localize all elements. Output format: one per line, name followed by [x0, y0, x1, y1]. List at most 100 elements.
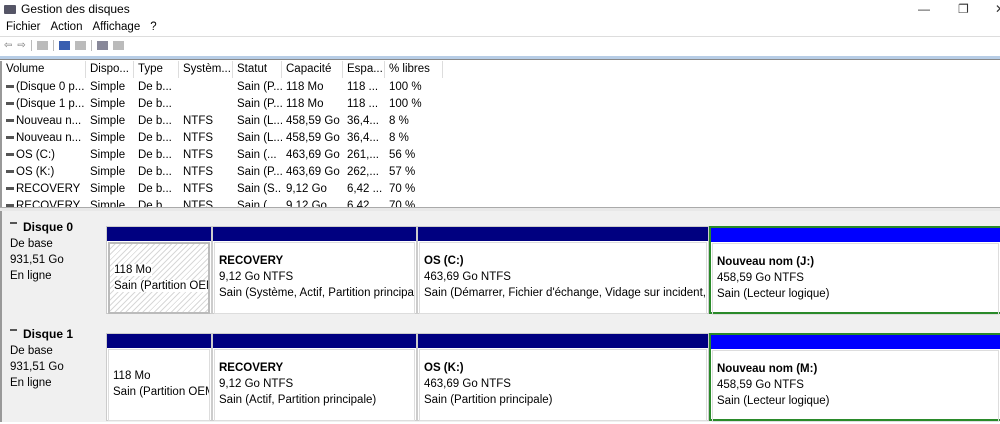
disk-management-icon — [4, 4, 16, 14]
connect-icon[interactable] — [96, 40, 108, 50]
partition-status: Sain (Partition OEM — [113, 386, 210, 398]
table-row[interactable]: RECOVERY Simple De b... NTFS Sain (... 9,12 G… — [2, 197, 1000, 207]
cell: Simple — [86, 115, 134, 127]
window-title: Gestion des disques — [21, 2, 130, 16]
cell: 70 % — [385, 183, 443, 195]
partition[interactable]: RECOVERY 9,12 Go NTFS Sain (Système, Actif… — [212, 226, 417, 314]
view-icon[interactable] — [112, 40, 124, 50]
partition-bar — [107, 334, 211, 348]
col-statut[interactable]: Statut — [233, 61, 282, 78]
disk-label[interactable]: Disque 0 De base 931,51 Go En ligne — [4, 219, 104, 284]
col-espace[interactable]: Espa... — [343, 61, 385, 78]
col-systeme[interactable]: Systèm... — [179, 61, 233, 78]
cell: 463,69 Go — [282, 166, 343, 178]
menu-action[interactable]: Action — [50, 21, 83, 33]
cell: Simple — [86, 166, 134, 178]
partition[interactable]: 118 Mo Sain (Partition OEM — [106, 226, 212, 314]
volume-name: (Disque 0 p... — [2, 81, 86, 93]
cell: 56 % — [385, 149, 443, 161]
cell-text: De b... — [138, 80, 172, 93]
console-icon[interactable] — [36, 40, 48, 50]
disk-state: En ligne — [10, 377, 52, 389]
cell: Sain (L... — [233, 132, 282, 144]
partition-bar — [213, 227, 416, 241]
cell-text: 463,69 Go — [286, 165, 340, 178]
cell-text: 6,42 ... — [347, 182, 383, 195]
properties-icon[interactable] — [74, 40, 86, 50]
partition[interactable]: RECOVERY 9,12 Go NTFS Sain (Actif, Partiti… — [212, 333, 417, 421]
help-icon[interactable] — [58, 40, 70, 50]
minimize-button[interactable]: — — [918, 2, 930, 16]
disk-label[interactable]: Disque 1 De base 931,51 Go En ligne — [4, 326, 104, 391]
table-row[interactable]: Nouveau n... Simple De b... NTFS Sain (L... 4… — [2, 112, 1000, 129]
cell: 118 Mo — [282, 98, 343, 110]
cell-text: 100 % — [389, 97, 422, 110]
cell: 118 ... — [343, 98, 385, 110]
partition[interactable]: Nouveau nom (M:) 458,59 Go NTFS Sain (Lect… — [709, 333, 1000, 422]
cell: De b... — [134, 115, 179, 127]
partition[interactable]: OS (K:) 463,69 Go NTFS Sain (Partition pri… — [417, 333, 709, 421]
close-button[interactable]: ✕ — [995, 2, 1000, 16]
disk-size: 931,51 Go — [10, 361, 64, 373]
disk-name: Disque 0 — [23, 220, 74, 234]
maximize-button[interactable]: ❐ — [958, 2, 969, 16]
cell-text: De b... — [138, 165, 172, 178]
cell-text: 118 Mo — [286, 80, 324, 93]
table-row[interactable]: Nouveau n... Simple De b... NTFS Sain (L... 4… — [2, 129, 1000, 146]
partition[interactable]: Nouveau nom (J:) 458,59 Go NTFS Sain (Lect… — [709, 226, 1000, 315]
menu-help[interactable]: ? — [150, 21, 157, 33]
col-volume[interactable]: Volume — [2, 61, 86, 78]
cell-text: 36,4... — [347, 114, 379, 127]
menu-bar: Fichier Action Affichage ? — [0, 18, 167, 36]
col-capacite[interactable]: Capacité — [282, 61, 343, 78]
table-row[interactable]: (Disque 1 p... Simple De b... Sain (P... 118… — [2, 95, 1000, 112]
partition[interactable]: OS (C:) 463,69 Go NTFS Sain (Démarrer, Fic… — [417, 226, 709, 314]
cell-text: Simple — [90, 97, 126, 110]
cell-text: Sain (S... — [237, 182, 282, 195]
col-type[interactable]: Type — [134, 61, 179, 78]
forward-icon[interactable]: ⇨ — [17, 39, 26, 51]
partition-size: 118 Mo — [114, 264, 152, 276]
partition-size: 118 Mo — [113, 370, 151, 382]
cell: 8 % — [385, 115, 443, 127]
cell: Sain (... — [233, 200, 282, 208]
cell: De b... — [134, 183, 179, 195]
divider — [30, 39, 32, 51]
cell: Simple — [86, 149, 134, 161]
table-row[interactable]: (Disque 0 p... Simple De b... Sain (P... 118… — [2, 78, 1000, 95]
table-row[interactable]: RECOVERY Simple De b... NTFS Sain (S... 9,12 … — [2, 180, 1000, 197]
menu-fichier[interactable]: Fichier — [6, 21, 41, 33]
cell: NTFS — [179, 183, 233, 195]
cell: De b... — [134, 81, 179, 93]
col-pct-libres[interactable]: % libres — [385, 61, 443, 78]
partition-bar — [418, 227, 708, 241]
cell: Sain (P... — [233, 81, 282, 93]
cell-text: 36,4... — [347, 131, 379, 144]
partition-size: 463,69 Go NTFS — [424, 378, 511, 390]
cell: NTFS — [179, 115, 233, 127]
table-row[interactable]: OS (K:) Simple De b... NTFS Sain (P... 463,69… — [2, 163, 1000, 180]
cell-text: 463,69 Go — [286, 148, 340, 161]
volume-list: Volume Dispo... Type Systèm... Statut Ca… — [0, 61, 1000, 207]
table-row[interactable]: OS (C:) Simple De b... NTFS Sain (... 463,69 … — [2, 146, 1000, 163]
cell-text: Sain (P... — [237, 97, 282, 110]
partition-size: 9,12 Go NTFS — [219, 271, 294, 283]
cell-text: 57 % — [389, 165, 416, 178]
partition-status: Sain (Actif, Partition principale) — [219, 394, 377, 406]
cell: Sain (P... — [233, 98, 282, 110]
partition[interactable]: 118 Mo Sain (Partition OEM — [106, 333, 212, 421]
splitter[interactable] — [0, 207, 1000, 211]
volume-icon — [6, 186, 14, 190]
partition-title: OS (K:) — [424, 362, 464, 374]
cell-text: De b... — [138, 131, 172, 144]
back-icon[interactable]: ⇦ — [4, 39, 13, 51]
volume-name: RECOVERY — [2, 200, 86, 207]
cell: NTFS — [179, 132, 233, 144]
partition-bar — [418, 334, 708, 348]
menu-affichage[interactable]: Affichage — [92, 21, 141, 33]
partition-status: Sain (Système, Actif, Partition principa… — [219, 287, 415, 299]
partition-bar — [711, 335, 1000, 349]
col-disposition[interactable]: Dispo... — [86, 61, 134, 78]
cell: 118 Mo — [282, 81, 343, 93]
volume-name: Nouveau n... — [2, 115, 86, 127]
